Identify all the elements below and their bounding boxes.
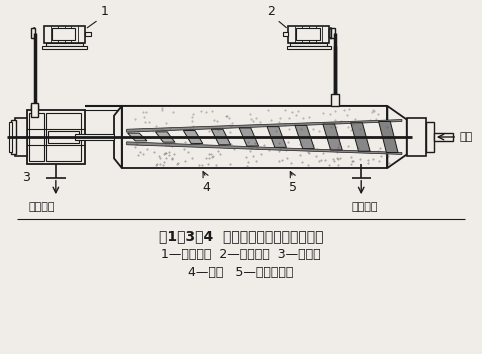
Text: 5: 5	[289, 181, 297, 194]
Text: 2: 2	[267, 5, 275, 18]
Bar	[331, 95, 339, 106]
Polygon shape	[114, 106, 122, 168]
Bar	[11, 120, 16, 154]
Polygon shape	[267, 127, 286, 147]
Polygon shape	[323, 124, 342, 150]
Bar	[291, 43, 327, 46]
Polygon shape	[388, 106, 407, 168]
Polygon shape	[351, 123, 370, 151]
Polygon shape	[127, 120, 402, 132]
Polygon shape	[379, 121, 398, 153]
Text: 清液出口: 清液出口	[351, 202, 378, 212]
Bar	[434, 133, 453, 141]
Polygon shape	[211, 129, 231, 145]
Bar	[282, 32, 289, 36]
Text: 4: 4	[202, 181, 210, 194]
Text: 1: 1	[100, 5, 108, 18]
Bar	[31, 28, 35, 38]
Text: 3: 3	[22, 171, 30, 184]
Bar	[46, 113, 81, 161]
Bar	[48, 131, 79, 143]
Polygon shape	[128, 133, 147, 141]
Bar	[52, 28, 75, 40]
Bar	[289, 25, 329, 43]
Bar	[407, 118, 426, 156]
Bar	[31, 105, 39, 115]
Polygon shape	[156, 132, 175, 142]
Bar	[122, 106, 388, 168]
Bar	[44, 25, 85, 43]
Polygon shape	[183, 131, 203, 143]
Bar	[29, 113, 44, 161]
Polygon shape	[329, 28, 331, 39]
Text: 图1－3－4  卧式螺旋离心沉降机示意图: 图1－3－4 卧式螺旋离心沉降机示意图	[159, 229, 323, 243]
Bar	[287, 46, 331, 49]
Bar	[426, 122, 434, 152]
Polygon shape	[33, 28, 35, 39]
Polygon shape	[239, 128, 258, 146]
Bar	[31, 103, 39, 117]
Text: 进料: 进料	[459, 132, 472, 142]
Bar	[85, 32, 91, 36]
Bar	[75, 134, 114, 140]
Bar	[9, 122, 12, 152]
Text: 4—转鼓   5—螺旋排料器: 4—转鼓 5—螺旋排料器	[188, 266, 294, 279]
Polygon shape	[295, 125, 314, 149]
Bar	[331, 105, 339, 115]
Text: 1—辅电动机  2—主电动机  3—差速器: 1—辅电动机 2—主电动机 3—差速器	[161, 249, 321, 262]
Text: 沉渣出口: 沉渣出口	[29, 202, 55, 212]
Bar	[296, 28, 320, 40]
Polygon shape	[127, 142, 402, 154]
Bar	[46, 43, 83, 46]
Bar	[27, 110, 85, 164]
Bar	[15, 118, 27, 156]
Bar	[331, 28, 335, 38]
Bar	[42, 46, 87, 49]
